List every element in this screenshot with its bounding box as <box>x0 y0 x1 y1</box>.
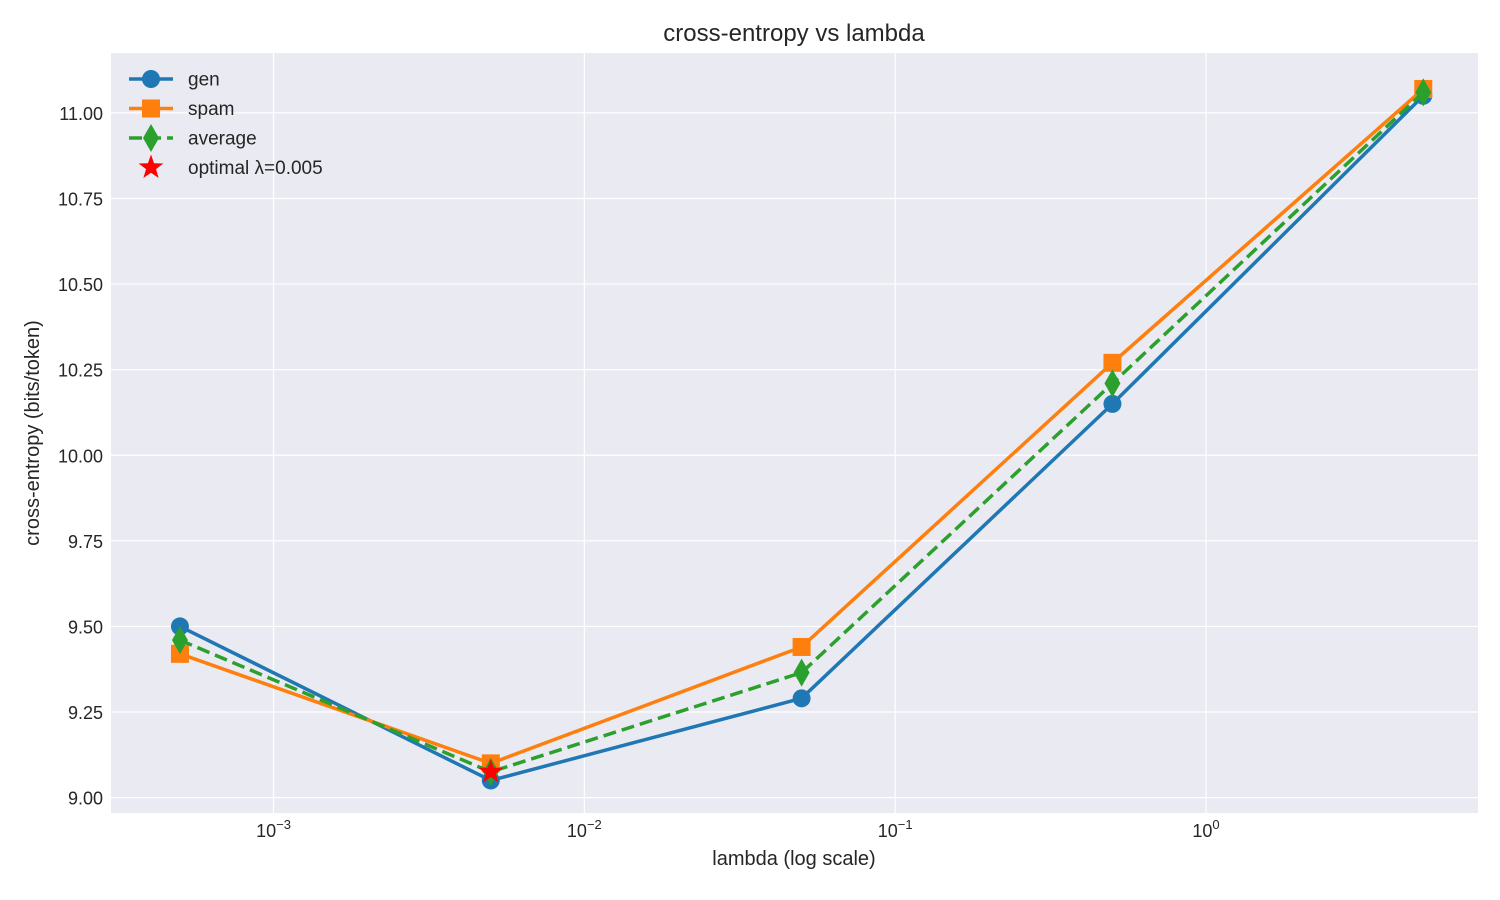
chart-title: cross-entropy vs lambda <box>663 20 925 47</box>
y-axis-label: cross-entropy (bits/token) <box>22 320 44 546</box>
y-tick-label: 9.25 <box>68 703 103 723</box>
legend-label: spam <box>188 99 234 120</box>
y-tick-label: 9.75 <box>68 532 103 552</box>
grid <box>111 53 1478 813</box>
legend-marker <box>143 124 159 152</box>
data-point-average <box>793 658 810 687</box>
data-point-gen <box>792 689 811 708</box>
plot-background <box>111 53 1478 813</box>
y-tick-label: 10.50 <box>58 275 103 295</box>
legend-marker <box>142 99 160 118</box>
x-tick-label: 10−3 <box>256 817 291 841</box>
legend-item: average <box>129 124 257 152</box>
y-tick-label: 10.00 <box>58 446 103 466</box>
data-point-average <box>1104 369 1121 398</box>
legend-marker <box>142 70 160 88</box>
x-tick-label: 100 <box>1192 817 1219 841</box>
y-tick-label: 9.50 <box>68 617 103 637</box>
optimal-point-star <box>478 758 504 783</box>
x-axis-ticks: 10−3 10−2 10−1 100 <box>256 817 1220 841</box>
legend-item: gen <box>129 70 220 91</box>
y-tick-label: 9.00 <box>68 789 103 809</box>
series-layer <box>170 78 1433 790</box>
x-tick-label: 10−2 <box>567 817 602 841</box>
data-point-average <box>171 626 188 655</box>
data-point-spam <box>792 637 811 656</box>
legend-label: optimal λ=0.005 <box>188 158 323 179</box>
legend-marker <box>138 154 164 179</box>
x-tick-label: 10−1 <box>878 817 913 841</box>
y-tick-label: 10.75 <box>58 189 103 209</box>
data-point-spam <box>1103 353 1122 372</box>
y-axis-ticks: 9.00 9.25 9.50 9.75 10.00 10.25 10.50 10.75 11.0… <box>58 104 103 809</box>
legend-label: gen <box>188 70 220 91</box>
data-point-average <box>1415 78 1432 107</box>
x-axis-label: lambda (log scale) <box>712 848 875 870</box>
legend-item: optimal λ=0.005 <box>138 154 323 179</box>
legend-item: spam <box>129 99 234 120</box>
legend: gen spam average optimal λ=0.005 <box>129 70 323 179</box>
data-point-gen <box>1103 394 1122 413</box>
y-tick-label: 10.25 <box>58 361 103 381</box>
y-tick-label: 11.00 <box>59 104 103 124</box>
legend-label: average <box>188 129 257 150</box>
